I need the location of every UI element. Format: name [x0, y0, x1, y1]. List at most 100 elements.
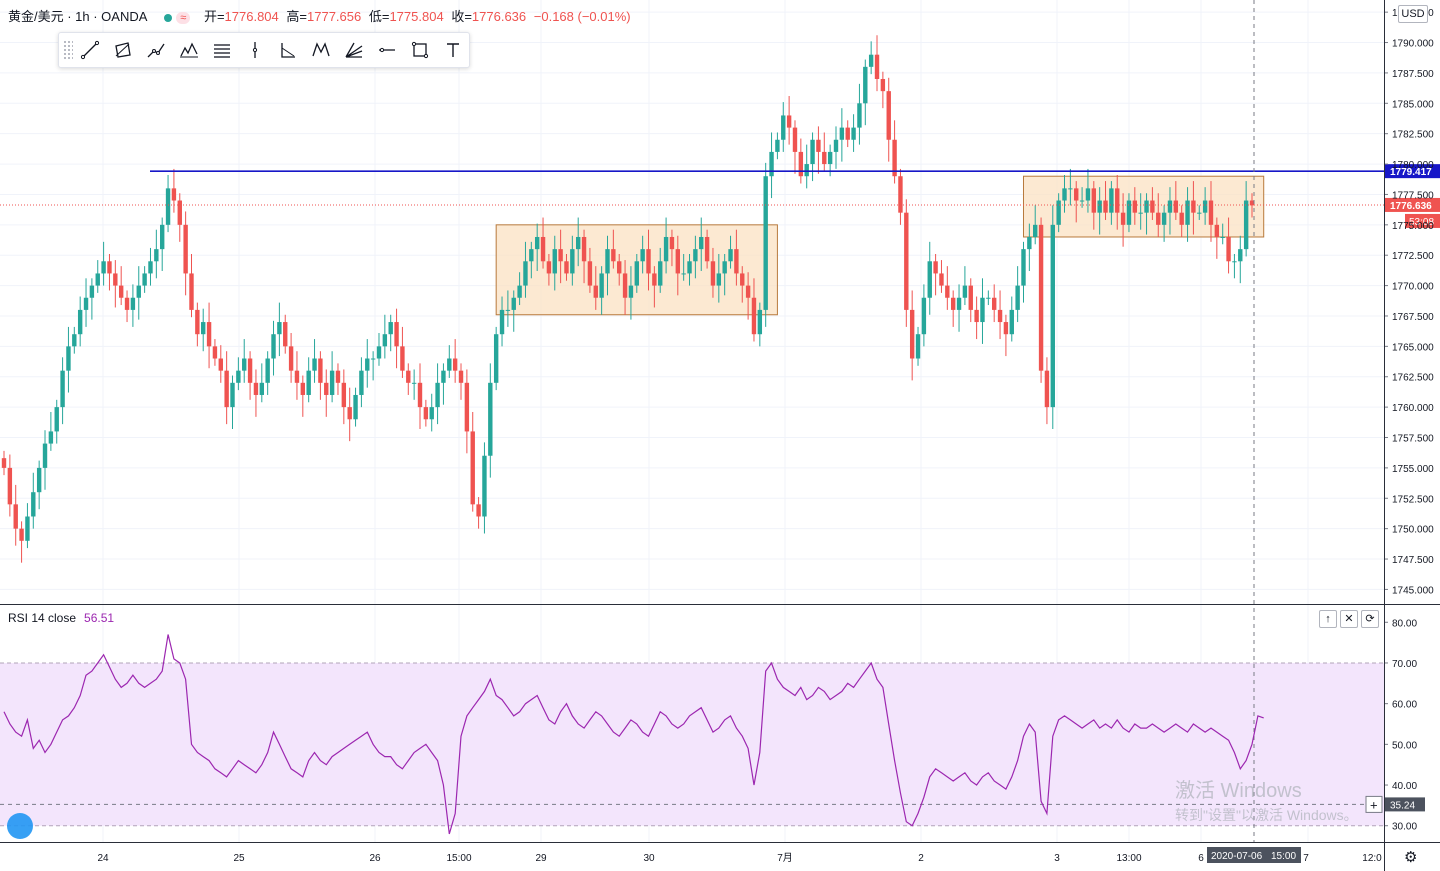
candle-body: [1033, 224, 1038, 237]
candle-body: [640, 249, 645, 262]
price-overlays: 1779.417 1776.636 53:08 + 35.24: [0, 0, 1440, 842]
text-icon[interactable]: [436, 33, 469, 67]
tradingview-logo-icon[interactable]: [7, 813, 33, 839]
horizontal-lines-icon[interactable]: [205, 33, 238, 67]
candle-body: [77, 309, 83, 335]
candle-body: [991, 297, 997, 310]
candle-body: [324, 382, 329, 395]
price-tick-label: 1772.500: [1392, 251, 1434, 262]
candle-body: [505, 309, 511, 311]
price-tick-label: 1777.500: [1392, 190, 1434, 201]
candle-body: [294, 370, 300, 383]
candle-body: [499, 309, 505, 335]
drag-handle[interactable]: [63, 40, 73, 60]
candle-body: [529, 249, 534, 262]
pattern-icon[interactable]: [172, 33, 205, 67]
rectangle-icon[interactable]: [403, 33, 436, 67]
rsi-title[interactable]: RSI 14 close: [8, 611, 77, 625]
candle-body: [1056, 200, 1061, 225]
price-tick-label: 1790.000: [1392, 39, 1434, 50]
drawing-toolbar: [58, 32, 470, 68]
candle-body: [933, 261, 938, 274]
price-tick-label: 1770.000: [1392, 282, 1434, 293]
watermark-line1: 激活 Windows: [1175, 780, 1302, 802]
currency-badge[interactable]: USD: [1398, 5, 1428, 23]
move-up-button[interactable]: ↑: [1319, 610, 1337, 628]
watermark-line2: 转到"设置"以激活 Windows。: [1175, 807, 1358, 823]
maximize-pane-button[interactable]: ⟳: [1361, 610, 1379, 628]
candle-body: [804, 164, 809, 177]
candle-body: [511, 297, 516, 310]
rsi-tick-label: 70.00: [1392, 659, 1417, 670]
high-label: 高=: [286, 9, 307, 24]
ray-icon[interactable]: [370, 33, 403, 67]
trend-line-icon[interactable]: [73, 33, 106, 67]
candle-body: [1144, 200, 1149, 213]
candle-body: [523, 261, 528, 286]
candle-body: [1243, 200, 1249, 250]
time-tick-label: 15:00: [446, 853, 471, 864]
candle-body: [622, 273, 628, 298]
candle-body: [634, 261, 639, 286]
candle-body: [388, 322, 393, 335]
candle-body: [1191, 200, 1196, 213]
crosshair-plus-label: +: [1370, 797, 1378, 812]
vertical-line-icon[interactable]: [238, 33, 271, 67]
candle-body: [1249, 200, 1255, 206]
candle-body: [851, 127, 856, 140]
rectangle-drawings[interactable]: [495, 175, 1265, 316]
candle-body: [839, 127, 845, 140]
price-tick-label: 1760.000: [1392, 403, 1434, 414]
parallel-channel-icon[interactable]: [106, 33, 139, 67]
candle-body: [482, 455, 487, 517]
candle-body: [974, 309, 979, 323]
data-delay-icon[interactable]: ≈: [176, 11, 191, 24]
candle-body: [177, 200, 182, 225]
close-pane-button[interactable]: ✕: [1340, 610, 1358, 628]
settings-gear-icon[interactable]: ⚙: [1404, 849, 1418, 866]
candle-body: [810, 139, 815, 165]
candle-body: [142, 273, 147, 286]
candle-body: [710, 261, 716, 286]
candle-body: [13, 504, 18, 529]
candle-body: [201, 322, 206, 335]
countdown-tag: [1405, 213, 1440, 228]
crosshair-value-tag: [1385, 797, 1425, 812]
xabcd-pattern-icon[interactable]: [304, 33, 337, 67]
candle-body: [898, 176, 903, 213]
candle-body: [693, 249, 698, 262]
candle-body: [681, 273, 686, 275]
candle-body: [1161, 212, 1167, 225]
candle-body: [599, 273, 604, 298]
angle-icon[interactable]: [271, 33, 304, 67]
candle-body: [757, 309, 763, 335]
fib-retracement-icon[interactable]: [139, 33, 172, 67]
candle-body: [206, 322, 212, 347]
candle-body: [1202, 200, 1208, 213]
candle-body: [1115, 188, 1120, 213]
candle-body: [1226, 236, 1231, 262]
open-label: 开=: [203, 9, 225, 24]
candle-body: [159, 224, 165, 250]
gann-fan-icon[interactable]: [337, 33, 370, 67]
price-tick-label: 1775.000: [1392, 221, 1434, 232]
symbol-title[interactable]: 黄金/美元 · 1h · OANDA: [8, 9, 147, 24]
time-tick-label: 24: [97, 853, 109, 864]
candle-body: [335, 370, 341, 383]
candle-body: [312, 358, 317, 371]
grid-lines: [0, 0, 1384, 842]
candle-body: [101, 261, 106, 274]
candle-body: [376, 346, 382, 359]
candle-body: [54, 407, 59, 432]
candle-body: [165, 188, 171, 225]
candle-body: [476, 504, 481, 517]
candle-body: [488, 382, 493, 456]
rectangle-drawing: [1022, 175, 1265, 238]
crosshair-time-tag: [1207, 847, 1301, 863]
candle-body: [31, 492, 36, 517]
rsi-band: [0, 662, 1384, 827]
candle-body: [1085, 188, 1091, 201]
rsi-polyline: [3, 634, 1264, 835]
